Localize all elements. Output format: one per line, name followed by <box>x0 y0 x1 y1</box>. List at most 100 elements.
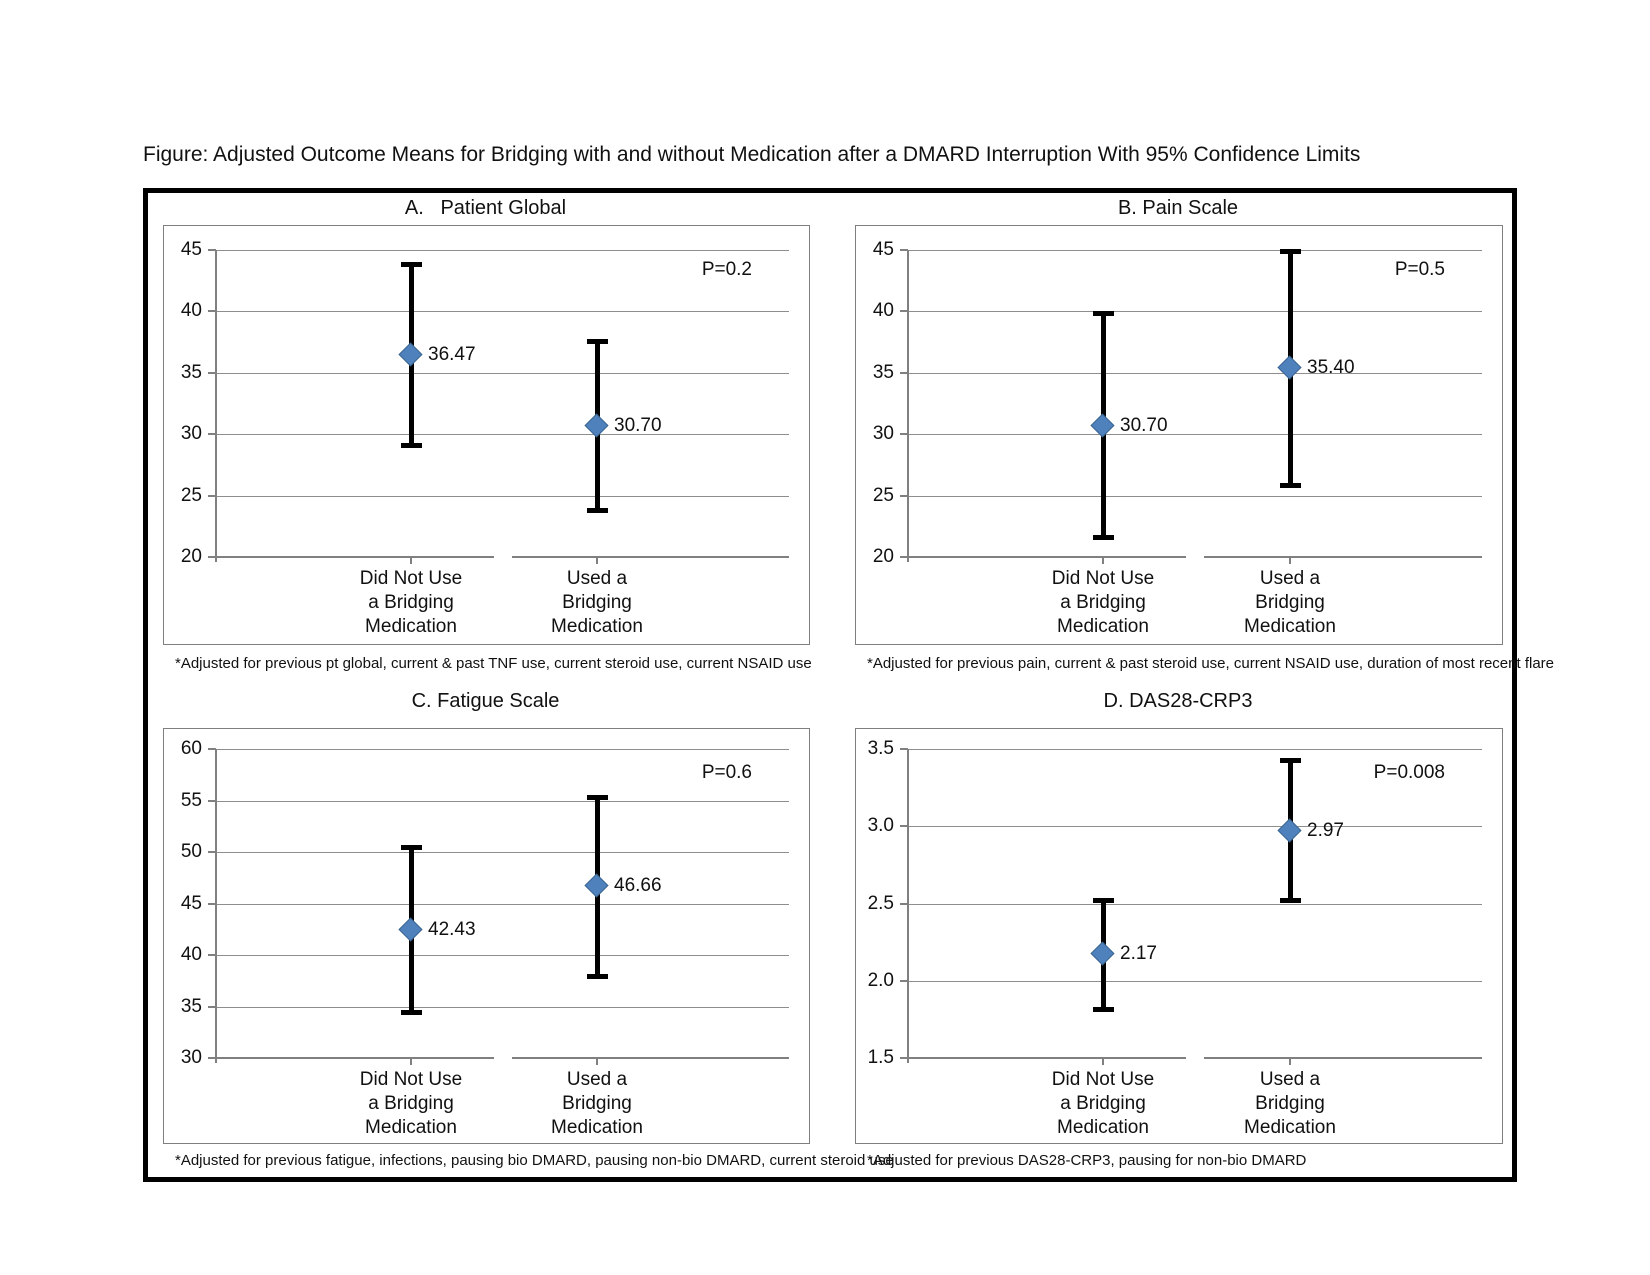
category-label-line: a Bridging <box>1060 1093 1146 1114</box>
panel-a-pvalue-label: P=0.2 <box>701 259 752 280</box>
category-label: Used a Bridging Medication <box>497 1068 697 1140</box>
confidence-interval-lower-cap <box>587 508 608 514</box>
y-gridline <box>216 749 789 750</box>
y-axis-tick <box>900 372 908 374</box>
confidence-interval-upper-cap <box>401 261 422 267</box>
data-point-marker <box>584 873 609 898</box>
y-axis-tick-label: 40 <box>180 944 202 965</box>
category-label-line: Bridging <box>562 592 632 613</box>
y-gridline <box>908 981 1482 982</box>
y-axis-tick <box>208 310 216 312</box>
panel-d-footnote: *Adjusted for previous DAS28-CRP3, pausi… <box>867 1152 1307 1169</box>
x-axis-line-right <box>1204 556 1482 558</box>
category-label-line: Did Not Use <box>1051 1069 1155 1090</box>
category-label-line: Medication <box>551 616 643 637</box>
confidence-interval-upper-cap <box>1093 898 1114 904</box>
data-point-value-label: 36.47 <box>428 343 476 365</box>
category-label-line: Medication <box>365 1117 457 1138</box>
panel-a-title: A. Patient Global <box>404 197 567 219</box>
y-axis-tick-label: 30 <box>180 1047 202 1068</box>
y-axis-tick-label: 3.5 <box>867 738 894 759</box>
data-point-value-label: 42.43 <box>428 918 476 940</box>
category-label-line: Did Not Use <box>1051 568 1155 589</box>
category-label-line: Medication <box>551 1117 643 1138</box>
y-axis-tick <box>208 433 216 435</box>
figure-outer-border: A. Patient Global P=0.2 20 25 30 35 40 45 Did … <box>143 188 1554 1182</box>
data-point-marker <box>398 342 423 367</box>
y-axis-tick <box>900 310 908 312</box>
y-axis-line <box>907 749 909 1063</box>
y-gridline <box>908 749 1482 750</box>
x-axis-line-left <box>908 556 1186 558</box>
data-point-marker <box>398 917 423 942</box>
data-point-value-label: 30.70 <box>614 414 662 436</box>
y-axis-tick-label: 45 <box>180 239 202 260</box>
category-label: Used a Bridging Medication <box>1190 567 1390 639</box>
data-point-value-label: 2.97 <box>1307 819 1344 841</box>
y-axis-tick <box>208 903 216 905</box>
category-label-line: a Bridging <box>1060 592 1146 613</box>
confidence-interval-lower-cap <box>587 973 608 979</box>
x-axis-line-left <box>216 1057 494 1059</box>
confidence-interval-upper-cap <box>1093 310 1114 316</box>
y-gridline <box>908 250 1482 251</box>
confidence-interval-upper-cap <box>401 844 422 850</box>
panel-a-plot-area: P=0.2 20 25 30 35 40 45 Did Not Use a Bridging M… <box>163 225 810 645</box>
confidence-interval-lower-cap <box>1093 1006 1114 1012</box>
y-gridline <box>216 1007 789 1008</box>
y-axis-tick-label: 60 <box>180 738 202 759</box>
y-axis-tick <box>900 748 908 750</box>
category-label-line: Medication <box>1057 616 1149 637</box>
y-axis-tick-label: 20 <box>180 546 202 567</box>
category-label: Did Not Use a Bridging Medication <box>311 567 511 639</box>
y-axis-tick <box>208 372 216 374</box>
confidence-interval-upper-cap <box>1280 757 1301 763</box>
x-axis-category-tick <box>596 557 598 564</box>
category-label-line: a Bridging <box>368 592 454 613</box>
y-axis-tick-label: 40 <box>872 300 894 321</box>
category-label-line: Medication <box>1244 616 1336 637</box>
y-axis-tick <box>208 495 216 497</box>
panel-c-pvalue-label: P=0.6 <box>701 762 752 783</box>
y-axis-tick <box>208 1057 216 1059</box>
x-axis-line-left <box>216 556 494 558</box>
category-label: Used a Bridging Medication <box>1190 1068 1390 1140</box>
y-gridline <box>908 311 1482 312</box>
x-axis-category-tick <box>1289 557 1291 564</box>
x-axis-category-tick <box>1102 1058 1104 1065</box>
y-axis-tick-label: 35 <box>872 362 894 383</box>
category-label-line: Did Not Use <box>359 568 463 589</box>
panel-b-plot-area: P=0.5 20 25 30 35 40 45 Did Not Use a Bridging M… <box>855 225 1503 645</box>
y-axis-tick <box>900 1057 908 1059</box>
panel-c-footnote: *Adjusted for previous fatigue, infectio… <box>175 1152 894 1169</box>
y-axis-tick-label: 55 <box>180 790 202 811</box>
y-axis-tick-label: 45 <box>180 893 202 914</box>
y-axis-tick-label: 35 <box>180 362 202 383</box>
y-gridline <box>216 434 789 435</box>
category-label-line: a Bridging <box>368 1093 454 1114</box>
x-axis-category-tick <box>1102 557 1104 564</box>
y-gridline <box>216 250 789 251</box>
category-label-line: Used a <box>1259 568 1321 589</box>
y-axis-tick <box>208 748 216 750</box>
panel-b-title: B. Pain Scale <box>1117 197 1239 219</box>
category-label-line: Medication <box>365 616 457 637</box>
y-axis-tick <box>208 800 216 802</box>
data-point-value-label: 2.17 <box>1120 943 1157 965</box>
data-point-value-label: 35.40 <box>1307 356 1355 378</box>
category-label-line: Used a <box>566 1069 628 1090</box>
x-axis-line-left <box>908 1057 1186 1059</box>
y-axis-tick-label: 50 <box>180 841 202 862</box>
y-axis-tick-label: 35 <box>180 996 202 1017</box>
y-gridline <box>908 904 1482 905</box>
y-axis-line <box>215 250 217 562</box>
confidence-interval-lower-cap <box>401 443 422 449</box>
data-point-value-label: 30.70 <box>1120 414 1168 436</box>
y-axis-tick <box>900 433 908 435</box>
panel-d-pvalue-label: P=0.008 <box>1373 762 1445 783</box>
data-point-marker <box>1277 355 1302 380</box>
y-gridline <box>216 955 789 956</box>
y-gridline <box>216 496 789 497</box>
y-gridline <box>908 434 1482 435</box>
